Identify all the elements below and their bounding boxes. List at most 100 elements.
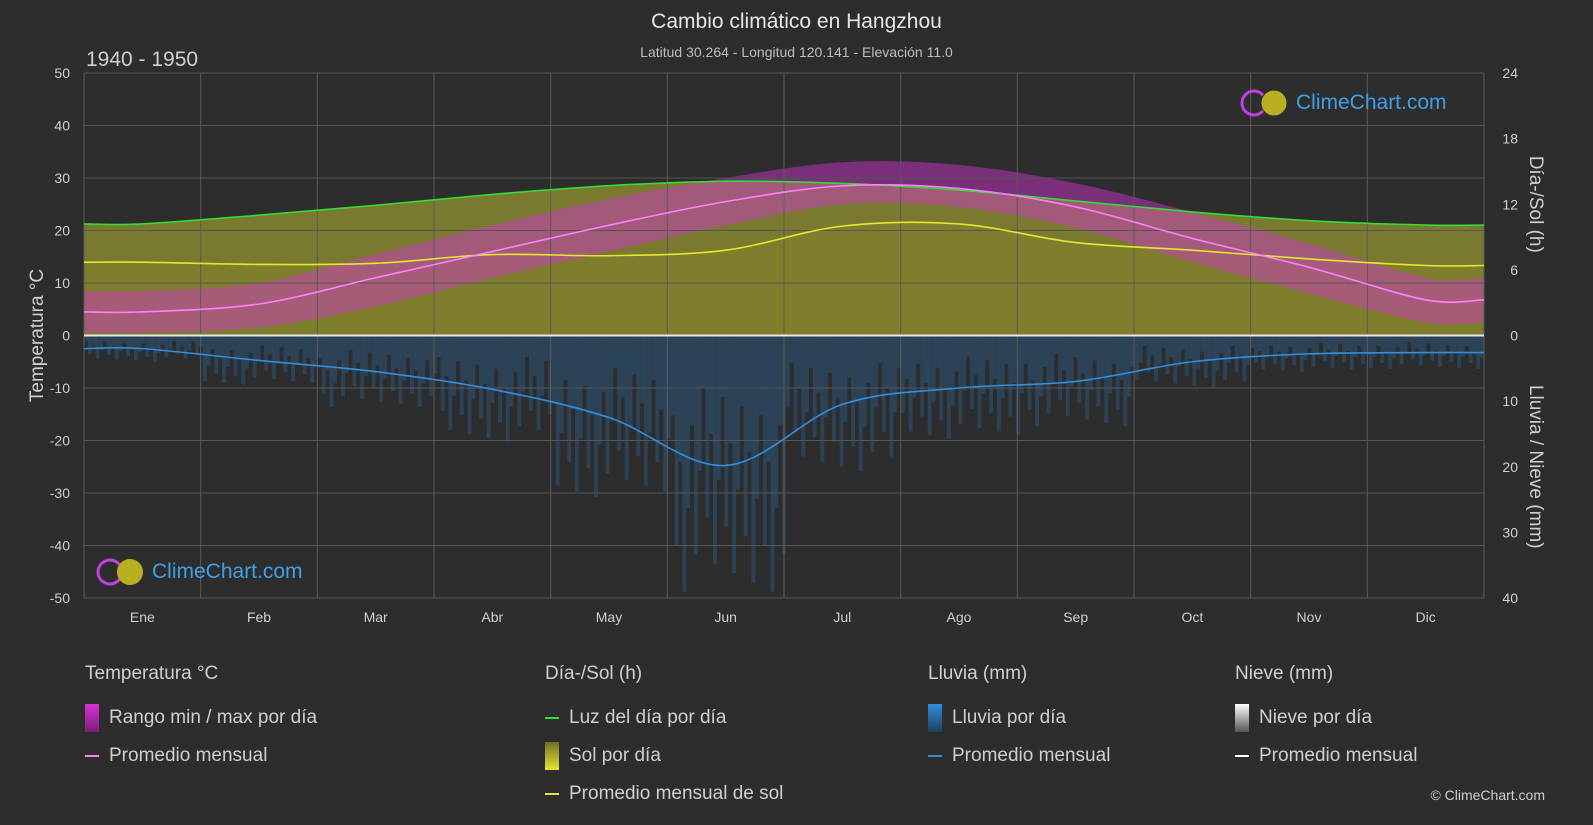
rain-bar (1242, 335, 1247, 382)
rain-bar (820, 335, 825, 462)
rain-bar (1069, 335, 1074, 387)
rain-line (83, 346, 1485, 467)
rain-bar (551, 335, 556, 404)
y-tick-label-left: 30 (54, 170, 70, 186)
rain-bar (889, 335, 894, 457)
daylight-line (83, 180, 1485, 227)
rain-bar (985, 335, 990, 361)
y-tick-label-right-sun: 12 (1502, 196, 1518, 212)
y-tick-label-left: 0 (62, 328, 70, 344)
rain-bar (1330, 335, 1335, 368)
rain-bar (586, 335, 591, 468)
rain-bar (759, 335, 763, 416)
rain-bar (958, 335, 963, 424)
rain-bar (1204, 335, 1208, 378)
logo-bottom-left[interactable]: ClimeChart.com (96, 557, 303, 587)
rain-bar (295, 335, 299, 366)
rain-bar (647, 335, 652, 433)
rain-bar (693, 335, 698, 555)
rain-bar (908, 335, 913, 432)
rain-bar (578, 335, 583, 439)
rain-bar (341, 335, 345, 397)
rain-bar (1004, 335, 1009, 364)
rain-bar (1411, 335, 1415, 360)
rain-bar (479, 335, 483, 419)
y-tick-label-left: -30 (50, 485, 70, 501)
chart-subtitle: Latitud 30.264 - Longitud 120.141 - Elev… (640, 44, 953, 60)
rain-bar (333, 335, 338, 384)
rain-bar (486, 335, 491, 438)
rain-bar (1250, 335, 1254, 348)
rain-bar (1165, 335, 1170, 375)
y-tick-label-right-sun: 24 (1502, 65, 1518, 81)
rain-bar (575, 335, 579, 492)
rain-bar (429, 335, 434, 397)
legend-label: Nieve por día (1259, 707, 1373, 728)
rain-bar (920, 335, 925, 417)
legend-heading: Lluvia (mm) (928, 663, 1028, 684)
rain-bar (1119, 335, 1124, 381)
x-tick-label: Jul (833, 609, 851, 625)
rain-bar (433, 335, 437, 374)
rain-bar (287, 335, 292, 357)
rain-bar (176, 335, 180, 354)
rain-bar (521, 335, 526, 392)
temp-line-swatch (85, 755, 99, 757)
rain-bar (732, 335, 737, 574)
rain-bar (789, 335, 794, 364)
rain-bar (1077, 335, 1082, 404)
rain-bar (855, 335, 859, 403)
rain-bar (502, 335, 506, 388)
rain-bar (1368, 335, 1373, 368)
rain-bar (164, 335, 169, 358)
rain-bar (291, 335, 295, 382)
y-axis-title-right-sun: Día-/Sol (h) (1525, 156, 1546, 253)
y-axis-title-right-rain: Lluvia / Nieve (mm) (1525, 385, 1546, 549)
legend-heading: Nieve (mm) (1235, 663, 1334, 684)
rain-bar (1342, 335, 1346, 363)
rain-bar (1280, 335, 1285, 371)
rain-bar (835, 335, 840, 398)
rain-bar (1303, 335, 1308, 360)
rain-bar (1150, 335, 1155, 356)
rain-bar (1039, 335, 1043, 397)
rain-bar (785, 335, 790, 408)
rain-bar (812, 335, 817, 437)
sun-line-swatch (545, 793, 559, 795)
rain-bar (943, 335, 948, 387)
rain-bar (379, 335, 384, 402)
rain-bar (651, 335, 656, 380)
rain-bar (1261, 335, 1266, 370)
rain-bar (394, 335, 399, 368)
rain-bar (1315, 335, 1320, 355)
copyright: © ClimeChart.com (1430, 787, 1545, 803)
rain-bar (425, 335, 430, 361)
rain-bar (816, 335, 821, 393)
rain-bar (636, 335, 641, 457)
legend-label: Sol por día (569, 745, 661, 766)
rain-bar (878, 335, 882, 364)
rain-bar (490, 335, 495, 404)
rain-bar (1062, 335, 1066, 371)
y-tick-label-left: 40 (54, 118, 70, 134)
rain-bar (1273, 335, 1277, 364)
rain-bar (1334, 335, 1339, 356)
rain-bar (659, 335, 664, 410)
rain-bar (947, 335, 951, 439)
rain-bar (1219, 335, 1224, 354)
logo-top-right[interactable]: ClimeChart.com (1240, 88, 1447, 118)
x-tick-label: Nov (1297, 609, 1322, 625)
rain-bar (525, 335, 529, 357)
y-tick-label-left: -40 (50, 538, 70, 554)
rain-bar (528, 335, 533, 411)
rain-bar (1265, 335, 1270, 358)
rain-bar (172, 335, 177, 341)
rain-bar (916, 335, 921, 364)
legend-label: Luz del día por día (569, 707, 727, 728)
rain-bar (1461, 335, 1465, 357)
rain-bar (137, 335, 142, 352)
rain-bar (356, 335, 361, 363)
rain-bar (1246, 335, 1251, 365)
rain-bar (183, 335, 188, 359)
rain-bar (233, 335, 238, 376)
